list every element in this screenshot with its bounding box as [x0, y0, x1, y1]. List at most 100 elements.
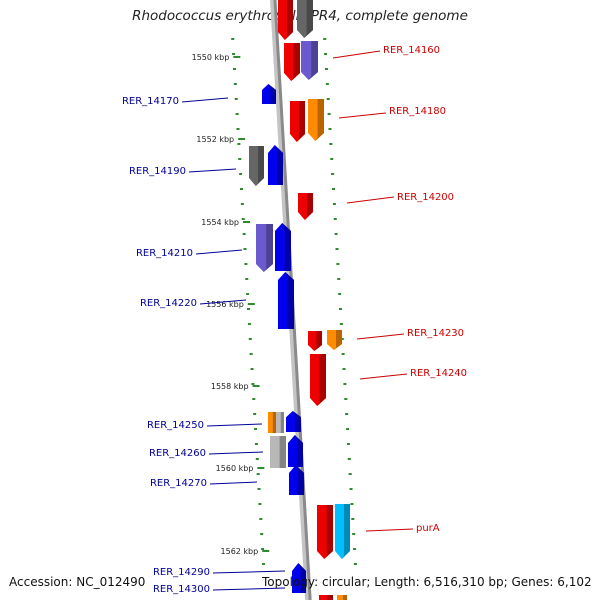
gene-label: RER_14170 [122, 96, 179, 107]
tick-mark [252, 398, 256, 400]
tick-mark [349, 488, 353, 490]
gene-label: RER_14220 [140, 298, 197, 309]
tick-mark [235, 113, 239, 115]
gene-label: RER_14300 [153, 584, 210, 595]
gene-leader-line [365, 528, 414, 532]
ticks-layer: 1550 kbp 1552 kbp 1554 kbp 1556 kbp 1558 kbp… [192, 38, 357, 565]
tick-mark [261, 548, 265, 550]
gene-arrow-shade [292, 411, 301, 432]
gene-leader-line [208, 451, 264, 455]
gene-arrow-shade [285, 272, 294, 329]
kbp-label: 1558 kbp [211, 382, 249, 391]
gene-label: RER_14200 [397, 192, 454, 203]
tick-mark [346, 443, 350, 445]
tick-mark [246, 293, 250, 295]
tick-mark [329, 143, 333, 145]
tick-mark [261, 563, 265, 565]
gene-arrow-shade [294, 435, 303, 467]
tick-mark [239, 188, 243, 190]
gene-arrow-shade [343, 595, 347, 600]
tick-mark [260, 533, 264, 535]
tick-mark [323, 38, 327, 40]
gene-arrow-shade [272, 412, 276, 433]
tick-mark [342, 368, 346, 370]
kbp-major-tick [247, 303, 255, 305]
tick-mark [335, 248, 339, 250]
gene-leader-line [209, 481, 258, 485]
tick-mark [237, 143, 241, 145]
gene-arrow-shade [314, 331, 322, 351]
tick-mark [244, 263, 248, 265]
labels-layer: RER_14160 RER_14170 RER_14180 RER_14190 RER_… [122, 45, 467, 595]
tick-mark [236, 128, 240, 130]
gene-arrow-shade [341, 504, 350, 559]
tick-mark [353, 563, 357, 565]
gene-leader-line [206, 423, 263, 427]
tick-mark [232, 53, 236, 55]
tick-mark [328, 128, 332, 130]
tick-mark [234, 98, 238, 100]
gene-label: RER_14190 [129, 166, 186, 177]
kbp-major-tick [233, 56, 241, 58]
gene-leader-line [212, 587, 286, 591]
tick-mark [325, 83, 329, 85]
gene-leader-line [195, 249, 243, 255]
gene-arrow-shade [324, 505, 333, 559]
gene-arrow-shade [268, 84, 276, 104]
tick-mark [340, 338, 344, 340]
tick-mark [331, 188, 335, 190]
tick-mark [256, 473, 260, 475]
tick-mark [339, 308, 343, 310]
gene-label: RER_14180 [389, 106, 446, 117]
gene-arrow-shade [304, 193, 313, 220]
tick-mark [353, 548, 357, 550]
tick-mark [350, 503, 354, 505]
topology-summary-text: Topology: circular; Length: 6,516,310 bp… [262, 575, 592, 589]
kbp-label: 1556 kbp [206, 300, 244, 309]
tick-mark [254, 428, 258, 430]
gene-arrow-shade [298, 563, 306, 593]
gene-arrow-shade [282, 223, 291, 271]
tick-mark [347, 458, 351, 460]
tick-mark [333, 218, 337, 220]
gene-arrow-shade [304, 0, 313, 38]
gene-label: RER_14270 [150, 478, 207, 489]
kbp-major-tick [257, 467, 265, 469]
kbp-label: 1560 kbp [216, 464, 254, 473]
kbp-label: 1550 kbp [192, 53, 230, 62]
kbp-label: 1562 kbp [221, 547, 259, 556]
tick-mark [233, 83, 237, 85]
tick-mark [339, 323, 343, 325]
tick-mark [247, 308, 251, 310]
gene-arrow-shade [295, 465, 304, 495]
tick-mark [255, 458, 259, 460]
tick-mark [344, 398, 348, 400]
tick-mark [242, 233, 246, 235]
gene-label: purA [416, 523, 440, 534]
gene-leader-line [356, 333, 405, 340]
tick-mark [330, 158, 334, 160]
tick-mark [248, 338, 252, 340]
tick-mark [240, 203, 244, 205]
gene-leader-line [188, 168, 237, 173]
gene-label: RER_14160 [383, 45, 440, 56]
gene-leader-line [359, 373, 408, 380]
gene-label: RER_14250 [147, 420, 204, 431]
kbp-major-tick [252, 385, 260, 387]
gene-arrow-shade [333, 330, 342, 350]
tick-mark [232, 68, 236, 70]
tick-mark [348, 473, 352, 475]
genes-layer [249, 0, 350, 600]
gene-arrow-shade [317, 354, 326, 406]
tick-mark [341, 353, 345, 355]
gene-leader-line [346, 196, 395, 204]
gene-label: RER_14260 [149, 448, 206, 459]
tick-mark [352, 533, 356, 535]
tick-mark [250, 368, 254, 370]
tick-mark [231, 38, 235, 40]
gene-label: RER_14210 [136, 248, 193, 259]
tick-mark [245, 278, 249, 280]
kbp-major-tick [242, 221, 250, 223]
tick-mark [337, 278, 341, 280]
tick-mark [327, 113, 331, 115]
